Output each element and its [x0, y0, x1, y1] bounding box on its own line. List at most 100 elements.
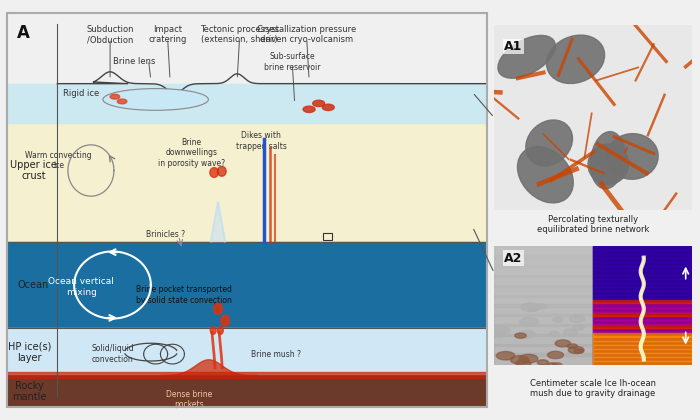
Bar [593, 262, 692, 266]
Text: Brine
downwellings
in porosity wave?: Brine downwellings in porosity wave? [158, 138, 225, 168]
Ellipse shape [550, 331, 559, 336]
Bar [7, 328, 486, 376]
Ellipse shape [547, 363, 556, 367]
Ellipse shape [552, 363, 562, 368]
Ellipse shape [519, 354, 538, 363]
Bar [593, 250, 692, 254]
Bar [593, 291, 692, 295]
Bar [593, 320, 692, 324]
Ellipse shape [547, 35, 605, 84]
Text: Tectonic processes
(extension, shear): Tectonic processes (extension, shear) [200, 25, 279, 44]
Text: A2: A2 [504, 252, 522, 265]
Ellipse shape [110, 94, 120, 99]
Ellipse shape [313, 100, 325, 107]
Bar [593, 283, 692, 287]
Bar [7, 376, 486, 407]
Ellipse shape [322, 104, 335, 110]
Text: Ocean: Ocean [18, 280, 49, 290]
Bar [593, 241, 692, 246]
Ellipse shape [564, 329, 577, 336]
Ellipse shape [555, 340, 570, 347]
Bar [593, 353, 692, 357]
Ellipse shape [606, 134, 658, 179]
Text: A1: A1 [504, 40, 522, 53]
Bar [7, 372, 486, 378]
Bar [593, 278, 692, 283]
Ellipse shape [103, 89, 209, 110]
Bar [7, 84, 486, 242]
Bar [593, 345, 692, 349]
Bar [494, 334, 593, 346]
Ellipse shape [514, 333, 526, 338]
Ellipse shape [218, 326, 223, 334]
Ellipse shape [516, 360, 531, 367]
Ellipse shape [210, 168, 218, 177]
Bar [494, 246, 593, 365]
Text: Percolating texturally
equilibrated brine network: Percolating texturally equilibrated brin… [537, 215, 649, 234]
Bar [593, 324, 692, 328]
Ellipse shape [118, 99, 127, 104]
Text: Centimeter scale Ice Ih-ocean
mush due to gravity drainage: Centimeter scale Ice Ih-ocean mush due t… [530, 379, 656, 398]
Ellipse shape [572, 325, 584, 330]
Ellipse shape [519, 331, 535, 338]
Ellipse shape [537, 360, 548, 365]
Bar [593, 307, 692, 312]
Text: Subduction
/Obduction: Subduction /Obduction [86, 25, 134, 44]
Text: HP ice(s)
layer: HP ice(s) layer [8, 341, 51, 363]
Bar [494, 295, 593, 307]
Text: Rocky
mantle: Rocky mantle [13, 381, 47, 402]
Bar [593, 361, 692, 365]
Ellipse shape [521, 303, 540, 312]
Bar [593, 303, 692, 307]
Ellipse shape [496, 352, 515, 360]
Bar [593, 246, 692, 250]
Bar [593, 270, 692, 275]
Text: Solid/liquid
convection: Solid/liquid convection [91, 344, 134, 364]
Bar [593, 287, 692, 291]
Bar [323, 233, 332, 239]
Text: Warm convecting
ice: Warm convecting ice [25, 151, 92, 171]
Ellipse shape [528, 307, 538, 312]
Text: Sub-surface
brine reservoir: Sub-surface brine reservoir [264, 52, 321, 72]
Bar [593, 299, 692, 304]
Ellipse shape [568, 346, 584, 354]
Ellipse shape [498, 35, 555, 78]
Bar [593, 316, 692, 320]
Ellipse shape [214, 303, 223, 314]
Ellipse shape [221, 315, 230, 326]
Bar [494, 275, 593, 287]
Bar [7, 241, 486, 328]
Bar [593, 341, 692, 345]
Text: Upper ice
crust: Upper ice crust [10, 160, 57, 181]
Ellipse shape [494, 332, 505, 337]
Ellipse shape [520, 318, 538, 326]
Bar [593, 336, 692, 341]
Bar [593, 254, 692, 258]
Bar [494, 304, 593, 316]
Text: Brine mush ?: Brine mush ? [251, 349, 300, 359]
Bar [593, 328, 692, 332]
Text: Brine pocket transported
by solid state convection: Brine pocket transported by solid state … [136, 285, 232, 304]
Ellipse shape [569, 315, 584, 322]
Bar [593, 332, 692, 336]
Bar [494, 285, 593, 297]
Text: Crystallization pressure
driven cryo-volcanism: Crystallization pressure driven cryo-vol… [257, 25, 356, 44]
Text: Dense brine
pockets: Dense brine pockets [166, 390, 212, 409]
Bar [494, 265, 593, 277]
Text: A: A [17, 24, 29, 42]
Ellipse shape [552, 318, 564, 322]
Ellipse shape [547, 351, 564, 359]
Text: Brine lens: Brine lens [113, 58, 155, 66]
Bar [494, 354, 593, 365]
Text: Brinicles ?: Brinicles ? [146, 231, 185, 239]
Bar [494, 324, 593, 336]
Text: Ocean vertical
mixing: Ocean vertical mixing [48, 277, 114, 297]
Text: Rigid ice: Rigid ice [63, 89, 99, 98]
Bar [593, 349, 692, 353]
Ellipse shape [591, 131, 625, 189]
Ellipse shape [303, 106, 315, 113]
Text: Impact
cratering: Impact cratering [148, 25, 187, 44]
Bar [593, 312, 692, 316]
Ellipse shape [567, 344, 577, 349]
Bar [593, 295, 692, 299]
